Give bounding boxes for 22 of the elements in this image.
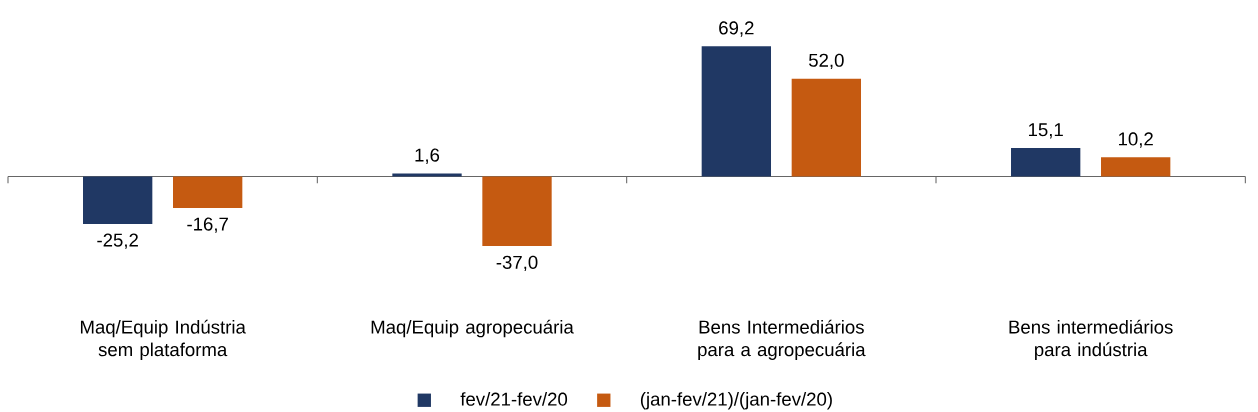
x-tick-label: Bens intermediários para indústria: [1009, 319, 1173, 360]
bar: [83, 176, 153, 224]
bar: [392, 173, 462, 177]
data-label: 69,2: [719, 21, 754, 37]
legend-label: fev/21-fev/20: [460, 392, 568, 406]
bar: [791, 78, 862, 177]
data-label: 1,6: [415, 148, 440, 164]
bar: [1101, 157, 1171, 177]
x-tick-label: Maq/Equip agropecuária: [371, 319, 574, 338]
data-label: -16,7: [187, 217, 228, 233]
x-tick-label: Bens Intermediários para a agropecuária: [698, 319, 866, 360]
data-label: -25,2: [97, 233, 138, 249]
bar: [1011, 148, 1081, 177]
x-tick-label: Maq/Equip Indústria sem plataforma: [80, 319, 246, 360]
bar: [173, 176, 243, 208]
bar: [482, 176, 552, 247]
data-label: 15,1: [1028, 123, 1063, 139]
bar: [701, 46, 772, 177]
data-label: 52,0: [808, 53, 844, 70]
data-label: -37,0: [496, 255, 538, 272]
data-label: 10,2: [1119, 132, 1153, 148]
legend-label: (jan-fev/21)/(jan-fev/20): [640, 392, 832, 410]
